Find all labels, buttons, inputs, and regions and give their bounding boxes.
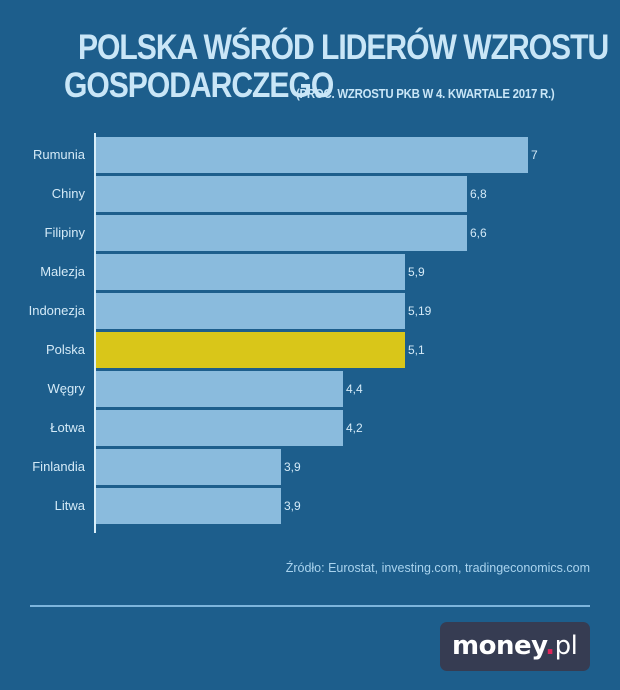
value-label: 5,19 [408, 304, 432, 318]
value-label: 6,8 [470, 187, 487, 201]
bar-row: Malezja 5,9 [0, 254, 620, 290]
bar-row: Litwa 3,9 [0, 488, 620, 524]
bar [96, 371, 343, 407]
logo-tld: pl [554, 631, 578, 661]
money-pl-logo: money.pl [440, 622, 590, 671]
category-label: Indonezja [28, 303, 85, 318]
bar-row: Chiny 6,8 [0, 176, 620, 212]
bar-row: Filipiny 6,6 [0, 215, 620, 251]
category-label: Rumunia [32, 147, 85, 162]
value-label: 4,2 [346, 421, 363, 435]
bar-row: Polska 5,1 [0, 332, 620, 368]
logo-dot: . [545, 631, 555, 661]
value-label: 3,9 [284, 499, 301, 513]
bar-row: Indonezja 5,19 [0, 293, 620, 329]
bar [96, 254, 405, 290]
bar [96, 137, 528, 173]
category-label: Węgry [47, 381, 85, 396]
bar-row: Łotwa 4,2 [0, 410, 620, 446]
category-label: Litwa [54, 498, 85, 513]
category-label: Łotwa [50, 420, 85, 435]
bar [96, 410, 343, 446]
value-label: 7 [531, 148, 538, 162]
category-label: Chiny [51, 186, 85, 201]
bar [96, 176, 467, 212]
logo-brand: money [452, 631, 546, 661]
category-label: Filipiny [44, 225, 85, 240]
chart-subtitle: (PROC. WZROSTU PKB W 4. KWARTALE 2017 R.… [296, 86, 555, 101]
value-label: 4,4 [346, 382, 363, 396]
bar-row: Węgry 4,4 [0, 371, 620, 407]
category-label: Polska [45, 342, 85, 357]
y-axis-line [94, 133, 96, 533]
divider [30, 605, 590, 607]
value-label: 3,9 [284, 460, 301, 474]
bar-row: Finlandia 3,9 [0, 449, 620, 485]
value-label: 6,6 [470, 226, 487, 240]
bar [96, 293, 405, 329]
value-label: 5,1 [408, 343, 425, 357]
value-label: 5,9 [408, 265, 425, 279]
logo-text: money.pl [452, 631, 578, 661]
bar [96, 215, 467, 251]
source-note: Źródło: Eurostat, investing.com, trading… [285, 561, 590, 575]
title-line-2-text: GOSPODARCZEGO [64, 66, 334, 105]
category-label: Malezja [40, 264, 85, 279]
bar-row: Rumunia 7 [0, 137, 620, 173]
bar-highlighted [96, 332, 405, 368]
bar [96, 488, 281, 524]
bar [96, 449, 281, 485]
title-line-2: GOSPODARCZEGO [64, 66, 377, 106]
category-label: Finlandia [32, 459, 85, 474]
title-line-1: POLSKA WŚRÓD LIDERÓW WZROSTU [78, 28, 609, 67]
